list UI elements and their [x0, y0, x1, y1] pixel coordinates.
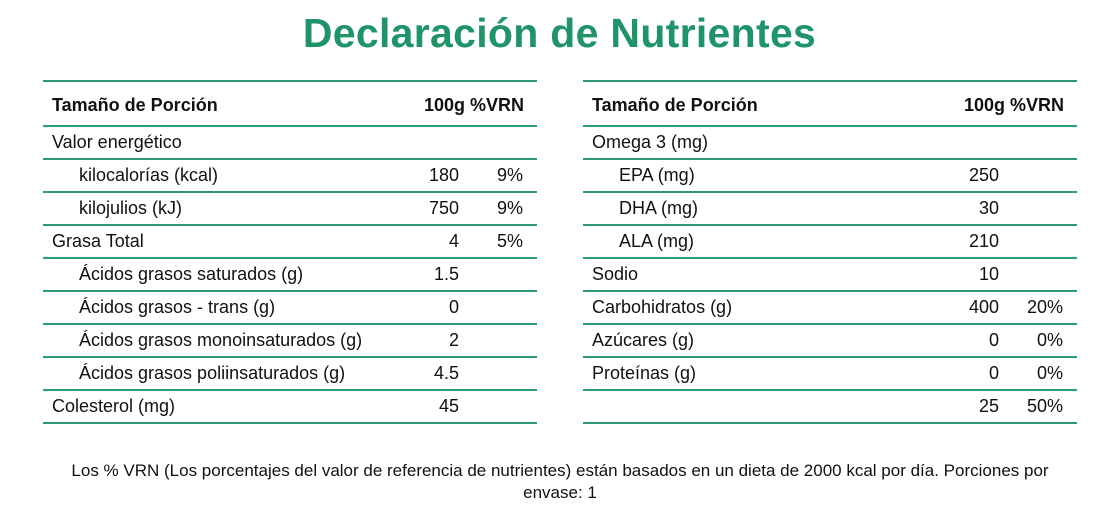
page-title: Declaración de Nutrientes [302, 10, 817, 56]
table-row: Ácidos grasos monoinsaturados (g) 2 [43, 325, 537, 358]
table-row: Grasa Total 4 5% [43, 226, 537, 259]
nutrient-label: Proteínas (g) [592, 363, 697, 383]
nutrient-label: Sodio [592, 264, 639, 284]
table-row: Carbohidratos (g) 400 20% [583, 292, 1077, 325]
header-label: Tamaño de Porción [592, 95, 758, 115]
nutrient-label: Azúcares (g) [592, 330, 695, 350]
nutrient-label: kilojulios (kJ) [79, 198, 183, 218]
nutrient-value: 180 [428, 165, 459, 185]
header-value: 100g %VRN [423, 95, 524, 115]
nutrient-label: Valor energético [52, 132, 182, 152]
nutrient-label: Carbohidratos (g) [592, 297, 733, 317]
nutrition-table-left: Tamaño de Porción 100g %VRN Valor energé… [43, 80, 537, 424]
table-row: EPA (mg) 250 [583, 160, 1077, 193]
nutrient-vrn-percent: 50% [1026, 396, 1063, 416]
header-value: 100g %VRN [963, 95, 1064, 115]
table-row: Ácidos grasos - trans (g) 0 [43, 292, 537, 325]
table-row: Proteínas (g) 0 0% [583, 358, 1077, 391]
table-row: Sodio 10 [583, 259, 1077, 292]
nutrient-value: 1.5 [433, 264, 459, 284]
nutrient-value: 45 [438, 396, 459, 416]
footnote: Los % VRN (Los porcentajes del valor de … [71, 461, 1049, 502]
nutrient-label: EPA (mg) [619, 165, 695, 185]
nutrient-value: 210 [968, 231, 999, 251]
nutrient-value: 25 [978, 396, 999, 416]
table-row: Colesterol (mg) 45 [43, 391, 537, 424]
nutrient-label: DHA (mg) [619, 198, 699, 218]
nutrient-value: 10 [978, 264, 999, 284]
nutrient-vrn-percent: 9% [496, 165, 523, 185]
nutrient-value: 4.5 [433, 363, 459, 383]
table-row: Omega 3 (mg) [583, 127, 1077, 160]
table-header: Tamaño de Porción 100g %VRN [43, 80, 537, 127]
table-row: Ácidos grasos saturados (g) 1.5 [43, 259, 537, 292]
nutrient-label: Colesterol (mg) [52, 396, 176, 416]
table-row: DHA (mg) 30 [583, 193, 1077, 226]
nutrient-vrn-percent: 0% [1036, 363, 1063, 383]
nutrient-label: ALA (mg) [619, 231, 695, 251]
table-row: Valor energético [43, 127, 537, 160]
table-row: 25 50% [583, 391, 1077, 424]
nutrient-vrn-percent: 5% [496, 231, 523, 251]
nutrient-value: 2 [448, 330, 459, 350]
table-row: ALA (mg) 210 [583, 226, 1077, 259]
nutrient-vrn-percent: 20% [1026, 297, 1063, 317]
nutrient-label: Grasa Total [52, 231, 144, 251]
table-header: Tamaño de Porción 100g %VRN [583, 80, 1077, 127]
table-row: Azúcares (g) 0 0% [583, 325, 1077, 358]
nutrient-label: Ácidos grasos - trans (g) [79, 297, 276, 317]
nutrient-value: 400 [968, 297, 999, 317]
nutrient-vrn-percent: 9% [496, 198, 523, 218]
nutrient-value: 4 [448, 231, 459, 251]
nutrient-value: 750 [428, 198, 459, 218]
nutrient-value: 0 [988, 330, 999, 350]
nutrient-value: 30 [978, 198, 999, 218]
nutrient-value: 0 [988, 363, 999, 383]
table-row: kilojulios (kJ) 750 9% [43, 193, 537, 226]
table-row: kilocalorías (kcal) 180 9% [43, 160, 537, 193]
table-row: Ácidos grasos poliinsaturados (g) 4.5 [43, 358, 537, 391]
nutrient-vrn-percent: 0% [1036, 330, 1063, 350]
nutrient-label: Ácidos grasos monoinsaturados (g) [79, 330, 363, 350]
nutrient-label: Omega 3 (mg) [592, 132, 709, 152]
nutrition-table-right: Tamaño de Porción 100g %VRN Omega 3 (mg)… [583, 80, 1077, 424]
nutrient-label: Ácidos grasos poliinsaturados (g) [79, 363, 346, 383]
nutrient-value: 0 [448, 297, 459, 317]
header-label: Tamaño de Porción [52, 95, 218, 115]
nutrient-label: Ácidos grasos saturados (g) [79, 264, 304, 284]
nutrient-label: kilocalorías (kcal) [79, 165, 219, 185]
nutrient-value: 250 [968, 165, 999, 185]
